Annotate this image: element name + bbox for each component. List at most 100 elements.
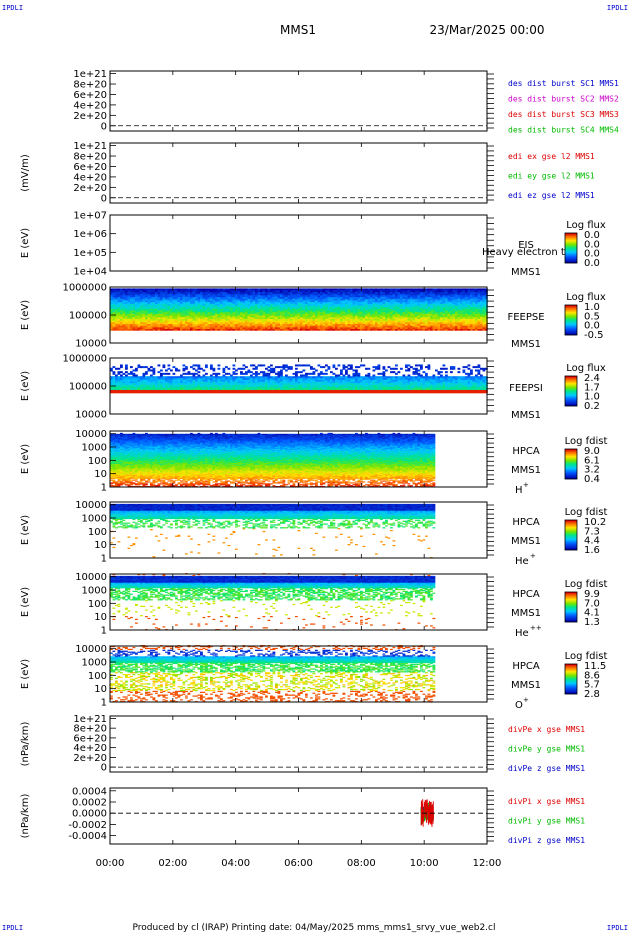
spectrogram-cell xyxy=(327,318,331,321)
spectrogram-cell xyxy=(242,308,246,311)
spectrogram-cell xyxy=(235,311,238,314)
spectrogram-cell xyxy=(240,296,243,299)
spectrogram-cell xyxy=(265,293,268,296)
spectrogram-cell xyxy=(332,306,336,309)
spectrogram-cell xyxy=(350,328,353,331)
spectrogram-cell xyxy=(132,381,136,384)
spectrogram-cell xyxy=(442,300,446,303)
spectrogram-cell xyxy=(330,327,333,330)
spectrogram-cell xyxy=(235,293,238,296)
spectrogram-cell xyxy=(300,296,303,299)
spectrogram-cell xyxy=(472,327,476,330)
spectrogram-cell xyxy=(172,379,176,382)
spectrogram-cell xyxy=(345,322,348,324)
spectrogram-cell xyxy=(392,306,396,309)
spectrogram-cell xyxy=(220,305,223,308)
spectrogram-cell xyxy=(282,291,286,294)
spectrogram-cell xyxy=(190,290,193,293)
spectrogram-cell xyxy=(145,316,148,319)
spectrogram-cell xyxy=(272,301,276,304)
spectrogram-cell xyxy=(290,296,293,299)
spectrogram-cell xyxy=(162,295,166,298)
spectrogram-cell xyxy=(287,288,291,291)
spectrogram-cell xyxy=(160,311,163,314)
spectrogram-cell xyxy=(157,377,161,380)
spectrogram-cell xyxy=(182,301,186,304)
spectrogram-cell xyxy=(335,311,338,314)
spectrogram-cell xyxy=(302,310,306,313)
spectrogram-cell xyxy=(402,305,406,308)
spectrogram-cell xyxy=(357,296,361,299)
spectrogram-cell xyxy=(217,291,221,294)
spectrogram-cell xyxy=(290,305,293,308)
spectrogram-cell xyxy=(122,318,126,321)
spectrogram-cell xyxy=(385,291,388,294)
spectrogram-cell xyxy=(137,311,141,314)
spectrogram-cell xyxy=(232,371,236,374)
spectrogram-cell xyxy=(275,310,278,313)
spectrogram-cell xyxy=(157,325,161,328)
spectrogram-cell xyxy=(277,316,281,319)
spectrogram-cell xyxy=(307,320,311,323)
spectrogram-cell xyxy=(330,288,333,291)
spectrogram-cell xyxy=(187,389,191,392)
spectrogram-cell xyxy=(450,320,453,323)
spectrogram-cell xyxy=(320,295,323,298)
spectrogram-cell xyxy=(270,311,273,314)
spectrogram-cell xyxy=(277,306,281,309)
spectrogram-cell xyxy=(367,320,371,323)
spectrogram-cell xyxy=(132,306,136,309)
legend-entry: des dist burst SC3 MMS3 xyxy=(508,110,619,119)
spectrogram-cell xyxy=(232,376,236,379)
spectrogram-cell xyxy=(330,316,333,319)
spectrogram-cell xyxy=(395,318,398,321)
spectrogram-cell xyxy=(272,313,276,316)
spectrogram-cell xyxy=(110,377,113,380)
spectrogram-cell xyxy=(337,290,341,293)
spectrogram-cell xyxy=(252,310,256,313)
spectrogram-cell xyxy=(472,310,476,313)
spectrogram-cell xyxy=(407,322,411,324)
spectrogram-cell xyxy=(300,300,303,303)
spectrogram-cell xyxy=(335,318,338,321)
spectrogram-cell xyxy=(125,389,128,392)
spectrogram-cell xyxy=(202,377,206,380)
spectrogram-cell xyxy=(310,296,313,299)
spectrogram-cell xyxy=(200,367,203,370)
spectrogram-cell xyxy=(305,327,308,330)
spectrogram-cell xyxy=(347,308,351,311)
spectrogram-cell xyxy=(355,318,358,321)
spectrogram-cell xyxy=(290,301,293,304)
colorbar-cell xyxy=(565,310,577,312)
spectrogram-cell xyxy=(470,305,473,308)
spectrogram-cell xyxy=(110,298,113,301)
spectrogram-cell xyxy=(465,310,468,313)
spectrogram-cell xyxy=(130,325,133,328)
spectrogram-cell xyxy=(357,308,361,311)
spectrogram-cell xyxy=(237,290,241,293)
spectrogram-cell xyxy=(230,308,233,311)
spectrogram-cell xyxy=(370,306,373,309)
colorbar-cell xyxy=(565,313,577,315)
spectrogram-cell xyxy=(455,310,458,313)
spectrogram-cell xyxy=(227,328,231,331)
spectrogram-cell xyxy=(327,306,331,309)
spectrogram-cell xyxy=(460,301,463,304)
spectrogram-cell xyxy=(180,300,183,303)
spectrogram-cell xyxy=(305,306,308,309)
spectrogram-cell xyxy=(420,288,423,291)
spectrogram-cell xyxy=(132,290,136,293)
spectrogram-cell xyxy=(460,290,463,293)
spectrogram-cell xyxy=(190,318,193,321)
spectrogram-cell xyxy=(417,290,421,293)
spectrogram-cell xyxy=(142,325,146,328)
spectrogram-cell xyxy=(345,318,348,321)
spectrogram-cell xyxy=(172,389,176,392)
spectrogram-cell xyxy=(305,291,308,294)
spectrogram-cell xyxy=(187,305,191,308)
spectrogram-cell xyxy=(120,310,123,313)
spectrogram-cell xyxy=(190,296,193,299)
spectrogram-cell xyxy=(427,325,431,328)
spectrogram-cell xyxy=(370,310,373,313)
spectrogram-cell xyxy=(390,303,393,306)
